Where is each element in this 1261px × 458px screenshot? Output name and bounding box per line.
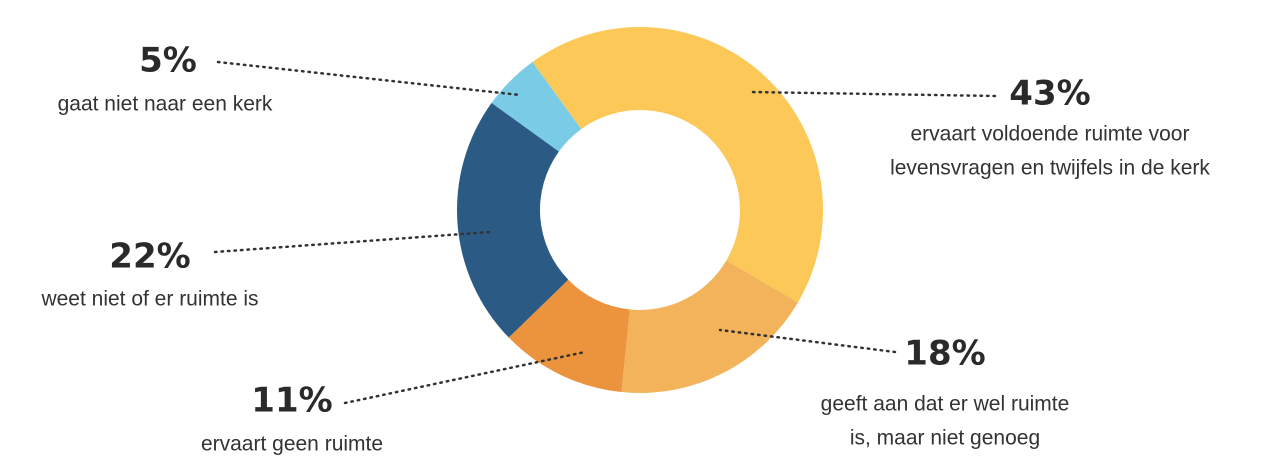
leader-line	[748, 90, 997, 98]
segment-label: levensvragen en twijfels in de kerk	[890, 157, 1210, 180]
segment-label: weet niet of er ruimte is	[40, 288, 258, 311]
percent-label: 11%	[251, 381, 332, 421]
percent-label: 22%	[109, 237, 190, 277]
segment-label: ervaart voldoende ruimte voor	[911, 123, 1190, 146]
donut-segment	[508, 279, 630, 393]
percent-label: 18%	[904, 334, 985, 374]
percent-label: 5%	[139, 41, 197, 81]
donut-segment	[491, 61, 582, 152]
segment-label: gaat niet naar een kerk	[58, 93, 273, 116]
donut-segment	[456, 102, 569, 338]
percent-label: 43%	[1009, 74, 1090, 114]
leader-line	[216, 60, 522, 97]
donut-segment	[532, 27, 823, 303]
segment-label: is, maar niet genoeg	[850, 427, 1040, 450]
segment-label: ervaart geen ruimte	[201, 433, 383, 456]
segment-label: geeft aan dat er wel ruimte	[821, 393, 1070, 416]
donut-segment	[621, 260, 798, 393]
leader-line	[213, 230, 492, 254]
leader-line	[343, 350, 587, 405]
